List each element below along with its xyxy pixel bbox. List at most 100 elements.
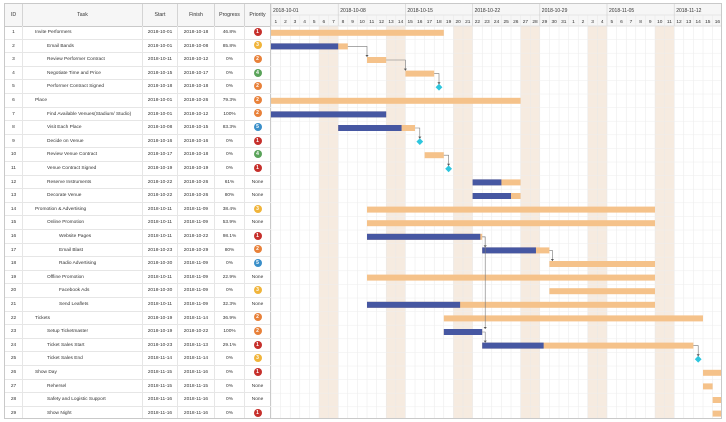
table-row[interactable]: 25 Ticket Sales End 2018-11-14 2018-11-14 0%… bbox=[5, 352, 271, 366]
task-name[interactable]: Performer Contract Signed bbox=[23, 80, 143, 94]
task-name[interactable]: Email Bands bbox=[23, 39, 143, 53]
table-row[interactable]: 29 Show Night 2018-11-16 2018-11-16 0% 1 bbox=[5, 406, 271, 418]
task-priority[interactable]: 5 bbox=[245, 257, 271, 271]
task-priority[interactable]: 3 bbox=[245, 352, 271, 366]
table-row[interactable]: 9 Decide on Venue 2018-10-16 2018-10-16 0% 1 bbox=[5, 134, 271, 149]
table-row[interactable]: 14 Promotion & Advertising 2018-10-11 2018-… bbox=[5, 202, 271, 217]
task-priority[interactable]: 3 bbox=[245, 284, 271, 298]
table-row[interactable]: 26 Show Day 2018-11-15 2018-11-16 0% 1 bbox=[5, 366, 271, 380]
table-row[interactable]: 18 Radio Advertising 2018-10-30 2018-11-09 0… bbox=[5, 257, 271, 271]
task-name[interactable]: Website Pages bbox=[23, 230, 143, 243]
task-name[interactable]: Find Available Venues(Stadium/ Studio) bbox=[23, 107, 143, 121]
task-priority[interactable]: 1 bbox=[245, 406, 271, 418]
task-priority[interactable]: 4 bbox=[245, 66, 271, 80]
task-priority[interactable]: 1 bbox=[245, 230, 271, 243]
task-priority[interactable]: None bbox=[245, 393, 271, 407]
table-row[interactable]: 13 Decorate Venue 2018-10-22 2018-10-26 80% N… bbox=[5, 189, 271, 203]
task-priority[interactable]: None bbox=[245, 189, 271, 203]
table-row[interactable]: 8 Visit Each Place 2018-10-08 2018-10-15 83.… bbox=[5, 121, 271, 135]
table-row[interactable]: 11 Venue Contract Signed 2018-10-19 2018-10… bbox=[5, 162, 271, 176]
table-row[interactable]: 16 Website Pages 2018-10-11 2018-10-22 98.1%… bbox=[5, 230, 271, 244]
task-priority[interactable]: 2 bbox=[245, 80, 271, 94]
table-row[interactable]: 20 Facebook Ads 2018-10-30 2018-11-09 0% 3 bbox=[5, 284, 271, 298]
col-header-progress[interactable]: Progress bbox=[215, 4, 245, 26]
task-name[interactable]: Setup Ticketmaster bbox=[23, 325, 143, 339]
task-name[interactable]: Reserve Instruments bbox=[23, 175, 143, 189]
task-name[interactable]: Online Promotion bbox=[23, 216, 143, 230]
col-header-id[interactable]: ID bbox=[5, 4, 23, 26]
task-name[interactable]: Offline Promotion bbox=[23, 270, 143, 284]
table-row[interactable]: 24 Ticket Sales Start 2018-10-23 2018-11-13… bbox=[5, 338, 271, 353]
task-priority[interactable]: 1 bbox=[245, 26, 271, 39]
table-row[interactable]: 22 Tickets 2018-10-19 2018-11-14 36.9% 2 bbox=[5, 311, 271, 326]
task-priority[interactable]: 1 bbox=[245, 162, 271, 175]
task-priority[interactable]: 2 bbox=[245, 311, 271, 325]
task-name[interactable]: Radio Advertising bbox=[23, 257, 143, 271]
task-name[interactable]: Safety and Logistic Support bbox=[23, 393, 143, 407]
task-priority[interactable]: 2 bbox=[245, 94, 271, 107]
task-name[interactable]: Show Night bbox=[23, 406, 143, 418]
task-name[interactable]: Visit Each Place bbox=[23, 121, 143, 135]
table-row[interactable]: 27 Rehersel 2018-11-15 2018-11-15 0% None bbox=[5, 379, 271, 394]
task-priority[interactable]: 3 bbox=[245, 202, 271, 216]
table-row[interactable]: 2 Email Bands 2018-10-01 2018-10-08 85.8% 3 bbox=[5, 39, 271, 54]
task-name[interactable]: Email Blast bbox=[23, 243, 143, 257]
task-priority[interactable]: None bbox=[245, 175, 271, 189]
task-priority[interactable]: 3 bbox=[245, 39, 271, 53]
task-name[interactable]: Rehersel bbox=[23, 379, 143, 393]
task-name[interactable]: Send Leaflets bbox=[23, 298, 143, 311]
task-priority[interactable]: None bbox=[245, 298, 271, 311]
task-priority[interactable]: None bbox=[245, 270, 271, 284]
task-name[interactable]: Show Day bbox=[23, 366, 143, 379]
table-row[interactable]: 19 Offline Promotion 2018-10-11 2018-11-09 2… bbox=[5, 270, 271, 285]
task-name[interactable]: Venue Contract Signed bbox=[23, 162, 143, 175]
table-row[interactable]: 6 Place 2018-10-01 2018-10-26 79.3% 2 bbox=[5, 94, 271, 108]
task-priority[interactable]: None bbox=[245, 379, 271, 393]
day-label: 9 bbox=[649, 19, 652, 25]
task-name[interactable]: Invite Performers bbox=[23, 26, 143, 39]
task-id: 21 bbox=[5, 298, 23, 311]
task-name[interactable]: Decide on Venue bbox=[23, 134, 143, 148]
task-id: 15 bbox=[5, 216, 23, 230]
table-row[interactable]: 4 Negotiate Time and Price 2018-10-15 2018-… bbox=[5, 66, 271, 81]
task-name[interactable]: Decorate Venue bbox=[23, 189, 143, 203]
task-priority[interactable]: 1 bbox=[245, 338, 271, 352]
task-name[interactable]: Place bbox=[23, 94, 143, 107]
task-name[interactable]: Facebook Ads bbox=[23, 284, 143, 298]
task-finish: 2018-10-18 bbox=[178, 26, 215, 39]
day-label: 19 bbox=[446, 19, 452, 25]
table-row[interactable]: 5 Performer Contract Signed 2018-10-18 2018… bbox=[5, 80, 271, 94]
task-name[interactable]: Tickets bbox=[23, 311, 143, 325]
task-name[interactable]: Ticket Sales End bbox=[23, 352, 143, 366]
task-priority[interactable]: 1 bbox=[245, 366, 271, 379]
table-row[interactable]: 12 Reserve Instruments 2018-10-22 2018-10-2… bbox=[5, 175, 271, 190]
task-priority[interactable]: 2 bbox=[245, 325, 271, 339]
table-row[interactable]: 23 Setup Ticketmaster 2018-10-19 2018-10-22… bbox=[5, 325, 271, 339]
task-name[interactable]: Review Performer Contract bbox=[23, 53, 143, 67]
table-row[interactable]: 21 Send Leaflets 2018-10-11 2018-11-09 32.3%… bbox=[5, 298, 271, 312]
task-priority[interactable]: 2 bbox=[245, 107, 271, 121]
task-finish: 2018-11-09 bbox=[178, 257, 215, 271]
task-name[interactable]: Negotiate Time and Price bbox=[23, 66, 143, 80]
col-header-start[interactable]: Start bbox=[143, 4, 178, 26]
table-row[interactable]: 7 Find Available Venues(Stadium/ Studio) 2… bbox=[5, 107, 271, 122]
table-row[interactable]: 28 Safety and Logistic Support 2018-11-16 2… bbox=[5, 393, 271, 407]
task-priority[interactable]: 1 bbox=[245, 134, 271, 148]
col-header-finish[interactable]: Finish bbox=[178, 4, 215, 26]
task-priority[interactable]: 5 bbox=[245, 121, 271, 135]
task-name[interactable]: Review Venue Contract bbox=[23, 148, 143, 162]
task-priority[interactable]: 2 bbox=[245, 243, 271, 257]
table-row[interactable]: 15 Online Promotion 2018-10-11 2018-11-09 53… bbox=[5, 216, 271, 230]
col-header-task[interactable]: Task bbox=[23, 4, 143, 26]
table-row[interactable]: 17 Email Blast 2018-10-23 2018-10-29 80% 2 bbox=[5, 243, 271, 258]
task-priority[interactable]: None bbox=[245, 216, 271, 230]
table-row[interactable]: 3 Review Performer Contract 2018-10-11 2018… bbox=[5, 53, 271, 67]
table-row[interactable]: 1 Invite Performers 2018-10-01 2018-10-18 46… bbox=[5, 26, 271, 40]
table-row[interactable]: 10 Review Venue Contract 2018-10-17 2018-10… bbox=[5, 148, 271, 162]
task-name[interactable]: Promotion & Advertising bbox=[23, 202, 143, 216]
task-start: 2018-10-17 bbox=[143, 148, 178, 162]
col-header-priority[interactable]: Priority bbox=[245, 4, 271, 26]
task-priority[interactable]: 4 bbox=[245, 148, 271, 162]
task-priority[interactable]: 2 bbox=[245, 53, 271, 67]
task-name[interactable]: Ticket Sales Start bbox=[23, 338, 143, 352]
